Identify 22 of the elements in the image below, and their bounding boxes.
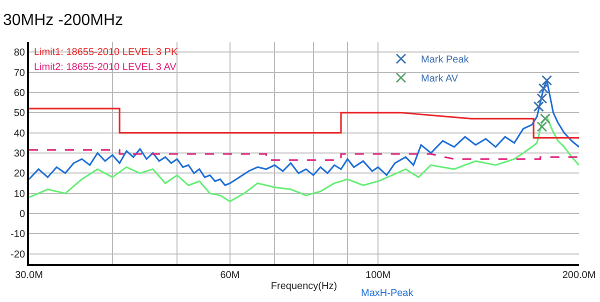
y-tick-label: 30 <box>14 148 26 160</box>
y-tick-label: 40 <box>14 128 26 140</box>
y-tick-label: 10 <box>14 188 26 200</box>
x-tick-label: 100M <box>366 270 391 281</box>
x-tick-label: 200.0M <box>562 270 596 281</box>
y-tick-label: 0 <box>19 209 26 220</box>
y-tick-label: 80 <box>14 48 26 59</box>
legend-label: Mark AV <box>421 74 458 85</box>
y-tick-label: 70 <box>14 68 26 79</box>
x-tick-label: 60M <box>220 270 240 281</box>
text: Limit2: 18655-2010 LEVEL 3 AV <box>34 62 177 73</box>
y-tick-label: -20 <box>10 249 26 260</box>
y-tick-label: 20 <box>14 168 26 180</box>
text: Limit1: 18655-2010 LEVEL 3 PK <box>34 47 178 58</box>
x-axis-title: Frequency(Hz) <box>270 281 338 292</box>
y-tick-label: -10 <box>10 229 26 240</box>
y-tick-label: 60 <box>14 88 26 99</box>
y-tick-label: 50 <box>14 108 26 120</box>
legend-label: Mark Peak <box>421 54 470 66</box>
x-tick-label: 30.0M <box>15 270 43 281</box>
chart-title: 30MHz -200MHz <box>3 12 124 29</box>
text: MaxH-Peak <box>361 288 414 299</box>
